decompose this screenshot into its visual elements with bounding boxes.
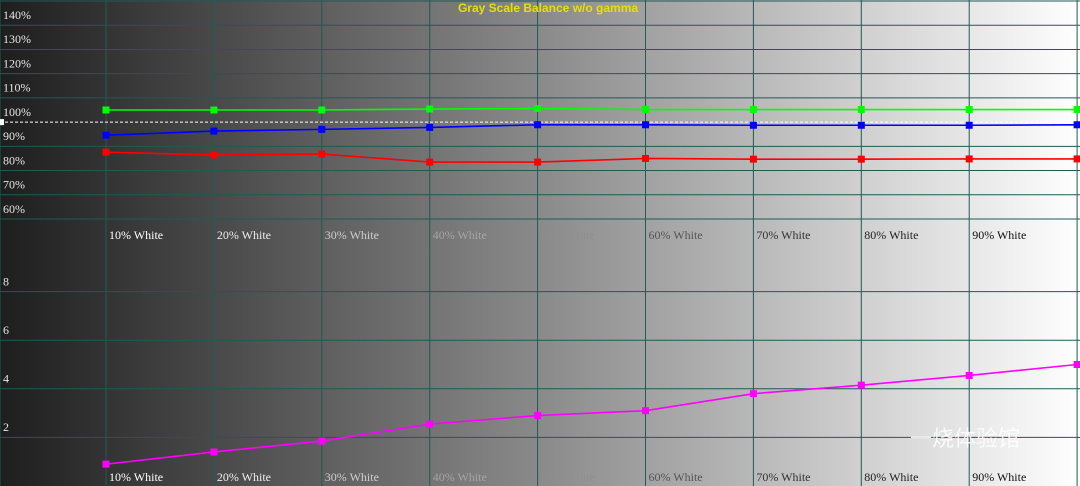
data-point bbox=[749, 121, 757, 129]
x-tick-label: 50% White bbox=[541, 470, 595, 484]
data-point bbox=[1073, 106, 1080, 114]
data-point bbox=[210, 151, 218, 159]
y-tick-label: 70% bbox=[3, 178, 25, 192]
data-point bbox=[857, 381, 865, 389]
x-tick-label: 60% White bbox=[649, 228, 703, 242]
data-point bbox=[857, 121, 865, 129]
data-point bbox=[965, 371, 973, 379]
x-tick-label: 30% White bbox=[325, 228, 379, 242]
x-tick-label: 90% White bbox=[972, 470, 1026, 484]
data-point bbox=[102, 106, 110, 114]
data-point bbox=[534, 105, 542, 113]
data-point bbox=[1073, 361, 1080, 368]
x-tick-label: 80% White bbox=[864, 470, 918, 484]
x-tick-label: 30% White bbox=[325, 470, 379, 484]
data-point bbox=[210, 106, 218, 114]
y-tick-label: 100% bbox=[3, 105, 31, 119]
data-point bbox=[749, 155, 757, 163]
data-point bbox=[642, 121, 649, 129]
y-tick-label: 80% bbox=[3, 153, 25, 167]
data-point bbox=[857, 155, 865, 163]
x-tick-label: 50% White bbox=[541, 228, 595, 242]
y-tick-label: 8 bbox=[3, 274, 9, 288]
series-line bbox=[105, 363, 1078, 465]
series-line bbox=[106, 107, 1078, 111]
data-point bbox=[210, 448, 218, 456]
y-tick-label: 60% bbox=[3, 202, 25, 216]
reference-marker bbox=[0, 119, 4, 126]
data-point bbox=[965, 106, 973, 114]
y-tick-label: 140% bbox=[3, 8, 31, 22]
data-point bbox=[534, 158, 542, 166]
x-tick-label: 90% White bbox=[972, 228, 1026, 242]
x-tick-label: 60% White bbox=[649, 470, 703, 484]
y-tick-label: 130% bbox=[3, 32, 31, 46]
data-point bbox=[965, 155, 973, 163]
series-line bbox=[105, 123, 1078, 136]
x-tick-label: 40% White bbox=[433, 470, 487, 484]
data-point bbox=[210, 127, 218, 135]
y-tick-label: 120% bbox=[3, 56, 31, 70]
data-point bbox=[318, 437, 326, 445]
data-point bbox=[749, 390, 757, 398]
chart-title: Gray Scale Balance w/o gamma bbox=[458, 1, 638, 15]
x-tick-label: 80% White bbox=[864, 228, 918, 242]
data-point bbox=[102, 148, 110, 156]
y-tick-label: 90% bbox=[3, 129, 25, 143]
data-point bbox=[426, 123, 434, 131]
data-point bbox=[318, 125, 326, 133]
y-tick-label: 6 bbox=[3, 323, 9, 337]
x-tick-label: 10% White bbox=[109, 470, 163, 484]
data-point bbox=[642, 407, 649, 415]
series-line bbox=[105, 151, 1078, 163]
x-tick-label: 70% White bbox=[756, 470, 810, 484]
data-point bbox=[534, 121, 542, 129]
y-tick-label: 110% bbox=[3, 81, 31, 95]
x-tick-label: 40% White bbox=[433, 228, 487, 242]
y-tick-label: 2 bbox=[3, 420, 9, 434]
data-point bbox=[426, 158, 434, 166]
x-tick-label: 70% White bbox=[756, 228, 810, 242]
data-point bbox=[318, 150, 326, 158]
data-point bbox=[318, 106, 326, 114]
data-point bbox=[534, 412, 542, 420]
data-point bbox=[102, 131, 110, 139]
data-point bbox=[426, 420, 434, 428]
x-tick-label: 20% White bbox=[217, 228, 271, 242]
data-point bbox=[1073, 155, 1080, 163]
data-point bbox=[857, 106, 865, 114]
data-point bbox=[102, 460, 110, 468]
watermark: 一烧体验馆 bbox=[910, 427, 1020, 452]
data-point bbox=[642, 106, 649, 114]
data-point bbox=[749, 106, 757, 114]
data-point bbox=[642, 154, 649, 162]
data-point bbox=[1073, 121, 1080, 129]
data-point bbox=[426, 105, 434, 113]
data-point bbox=[965, 121, 973, 129]
y-tick-label: 4 bbox=[3, 372, 9, 386]
x-tick-label: 10% White bbox=[109, 228, 163, 242]
x-tick-label: 20% White bbox=[217, 470, 271, 484]
